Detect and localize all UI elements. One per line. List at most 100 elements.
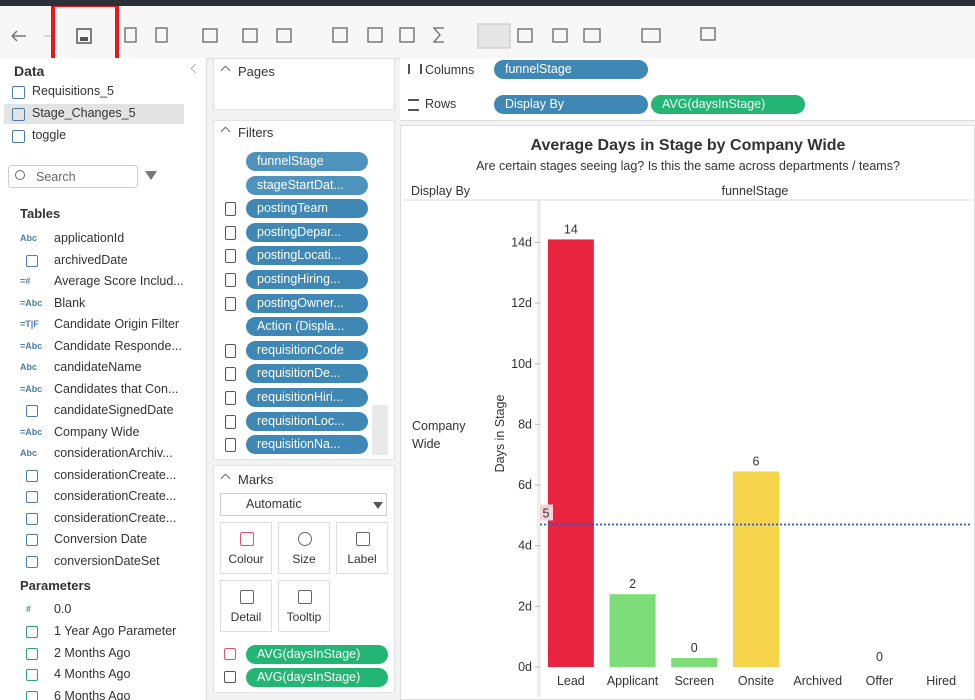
x-tick-label: Hired [926,674,956,688]
y-tick-label: 2d [518,599,532,613]
pause-updates[interactable] [155,27,168,43]
filter-pill[interactable]: requisitionNa... [246,435,368,455]
mark-button[interactable]: Size [278,522,330,574]
mark-pill[interactable]: AVG(daysInStage) [246,645,388,664]
parameter[interactable]: 0.0 [54,602,72,616]
y-tick-label: 10d [511,357,532,371]
field[interactable]: considerationArchiv... [54,446,173,460]
field[interactable]: Average Score Includ... [54,274,184,288]
row-pill[interactable]: AVG(daysInStage) [651,95,805,114]
filter-pill[interactable]: requisitionHiri... [246,388,368,407]
filter-icon [225,391,236,405]
dropdown-arrow [373,502,383,509]
field[interactable]: archivedDate [54,252,128,267]
parameter[interactable]: 1 Year Ago Parameter [54,623,177,638]
present-button[interactable] [700,27,716,41]
show-me-button[interactable] [641,28,661,43]
filter-pill[interactable]: requisitionDe... [246,364,368,384]
field-icon: =# [20,276,31,286]
filter-pill[interactable]: funnelStage [246,152,368,171]
highlight-button[interactable] [477,23,511,49]
filters-card [213,120,395,460]
field[interactable]: Conversion Date [54,532,148,546]
filter-pill[interactable]: postingLocati... [246,246,368,266]
field[interactable]: Candidate Origin Filter [54,317,180,331]
field[interactable]: conversionDateSet [54,553,160,568]
mark-pill[interactable]: AVG(daysInStage) [246,668,388,687]
labels-button[interactable] [517,28,533,43]
sort-desc[interactable] [399,27,415,43]
field[interactable]: Candidate Responde... [54,338,182,353]
mark-button[interactable]: Tooltip [278,580,330,632]
filter-pill[interactable]: Action (Displa... [246,317,368,337]
parameter[interactable]: 2 Months Ago [54,645,131,660]
mark-button[interactable]: Detail [220,580,272,632]
row-pill[interactable]: Display By [494,95,648,114]
data-source[interactable]: toggle [32,128,67,142]
data-label: 14 [564,222,578,236]
mark-type: Automatic [246,497,302,511]
filter-pill[interactable]: stageStartDat... [246,175,368,195]
source-icon [12,86,25,99]
y-tick-label: 8d [518,417,532,431]
field[interactable]: candidateSignedDate [54,403,174,417]
totals-button[interactable] [432,27,444,43]
duplicate-sheet[interactable] [242,28,258,43]
fit-button[interactable] [583,28,601,43]
filter-icon [225,367,236,382]
search-box[interactable] [8,165,138,188]
field-icon [26,491,38,503]
field[interactable]: Candidates that Con... [54,381,179,396]
field[interactable]: considerationCreate... [54,510,177,525]
pages-title: Pages [238,64,275,79]
filter-icon [225,249,236,264]
annotate-button[interactable] [552,28,568,43]
field-icon [26,691,38,700]
mark-button[interactable]: Colour [220,522,272,574]
field[interactable]: Company Wide [54,424,140,439]
filter-pill[interactable]: requisitionLoc... [246,411,368,431]
field[interactable]: considerationCreate... [54,489,177,503]
reference-label-bg [540,504,553,521]
column-pill[interactable]: funnelStage [494,60,648,79]
columns-icon [408,64,422,74]
save-button[interactable] [76,28,92,44]
filter-icon [225,438,236,453]
mark-icon [240,532,254,546]
field[interactable]: considerationCreate... [54,467,177,482]
parameter[interactable]: 4 Months Ago [54,667,131,682]
data-title: Data [14,63,45,79]
field[interactable]: candidateName [54,360,142,374]
mark-type-dropdown[interactable] [220,493,387,516]
bar [609,594,656,667]
filter-pill[interactable]: requisitionCode [246,340,368,360]
filter-icon [225,202,236,217]
field[interactable]: applicationId [54,231,125,245]
mark-button[interactable]: Label [336,522,388,574]
y-tick-label: 0d [518,660,532,674]
x-tick-label: Archived [793,674,842,688]
mark-icon [240,590,254,604]
collapse-button[interactable] [190,63,201,74]
clear-sheet[interactable] [276,28,292,43]
field[interactable]: Blank [54,295,86,310]
swap-button[interactable] [332,27,348,43]
field-icon: Abc [20,233,38,243]
filter-button[interactable] [145,171,157,180]
new-datasource[interactable] [124,27,137,43]
filter-pill[interactable]: postingOwner... [246,293,368,313]
back-button[interactable] [11,30,26,42]
data-source[interactable]: Stage_Changes_5 [32,106,136,120]
filter-icon [225,273,236,287]
filter-pill[interactable]: postingTeam [246,199,368,219]
parameter[interactable]: 6 Months Ago [54,689,131,700]
filter-pill[interactable]: postingDepar... [246,222,368,242]
data-source[interactable]: Requisitions_5 [32,84,114,98]
filter-pill[interactable]: postingHiring... [246,270,368,289]
save-icon [80,37,88,41]
sort-asc[interactable] [367,27,383,43]
field-icon [26,555,38,568]
search-placeholder: Search [36,170,76,184]
toolbar [0,3,975,64]
new-sheet[interactable] [202,28,218,43]
